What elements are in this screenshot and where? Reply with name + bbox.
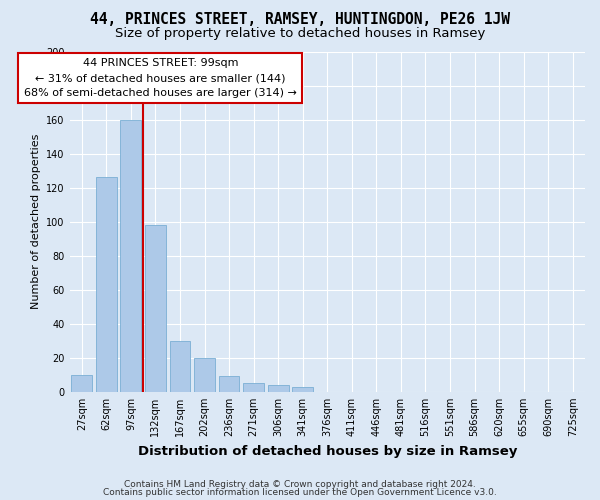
Text: Contains public sector information licensed under the Open Government Licence v3: Contains public sector information licen… — [103, 488, 497, 497]
Bar — [243, 384, 264, 392]
Bar — [121, 120, 142, 392]
Bar — [145, 225, 166, 392]
Text: 44, PRINCES STREET, RAMSEY, HUNTINGDON, PE26 1JW: 44, PRINCES STREET, RAMSEY, HUNTINGDON, … — [90, 12, 510, 28]
Bar — [170, 341, 190, 392]
Bar — [268, 385, 289, 392]
Bar — [218, 376, 239, 392]
Bar — [96, 178, 117, 392]
Bar — [71, 375, 92, 392]
Text: Size of property relative to detached houses in Ramsey: Size of property relative to detached ho… — [115, 28, 485, 40]
Text: 44 PRINCES STREET: 99sqm
← 31% of detached houses are smaller (144)
68% of semi-: 44 PRINCES STREET: 99sqm ← 31% of detach… — [24, 58, 297, 98]
Bar — [194, 358, 215, 392]
X-axis label: Distribution of detached houses by size in Ramsey: Distribution of detached houses by size … — [137, 444, 517, 458]
Bar — [292, 386, 313, 392]
Y-axis label: Number of detached properties: Number of detached properties — [31, 134, 41, 310]
Text: Contains HM Land Registry data © Crown copyright and database right 2024.: Contains HM Land Registry data © Crown c… — [124, 480, 476, 489]
